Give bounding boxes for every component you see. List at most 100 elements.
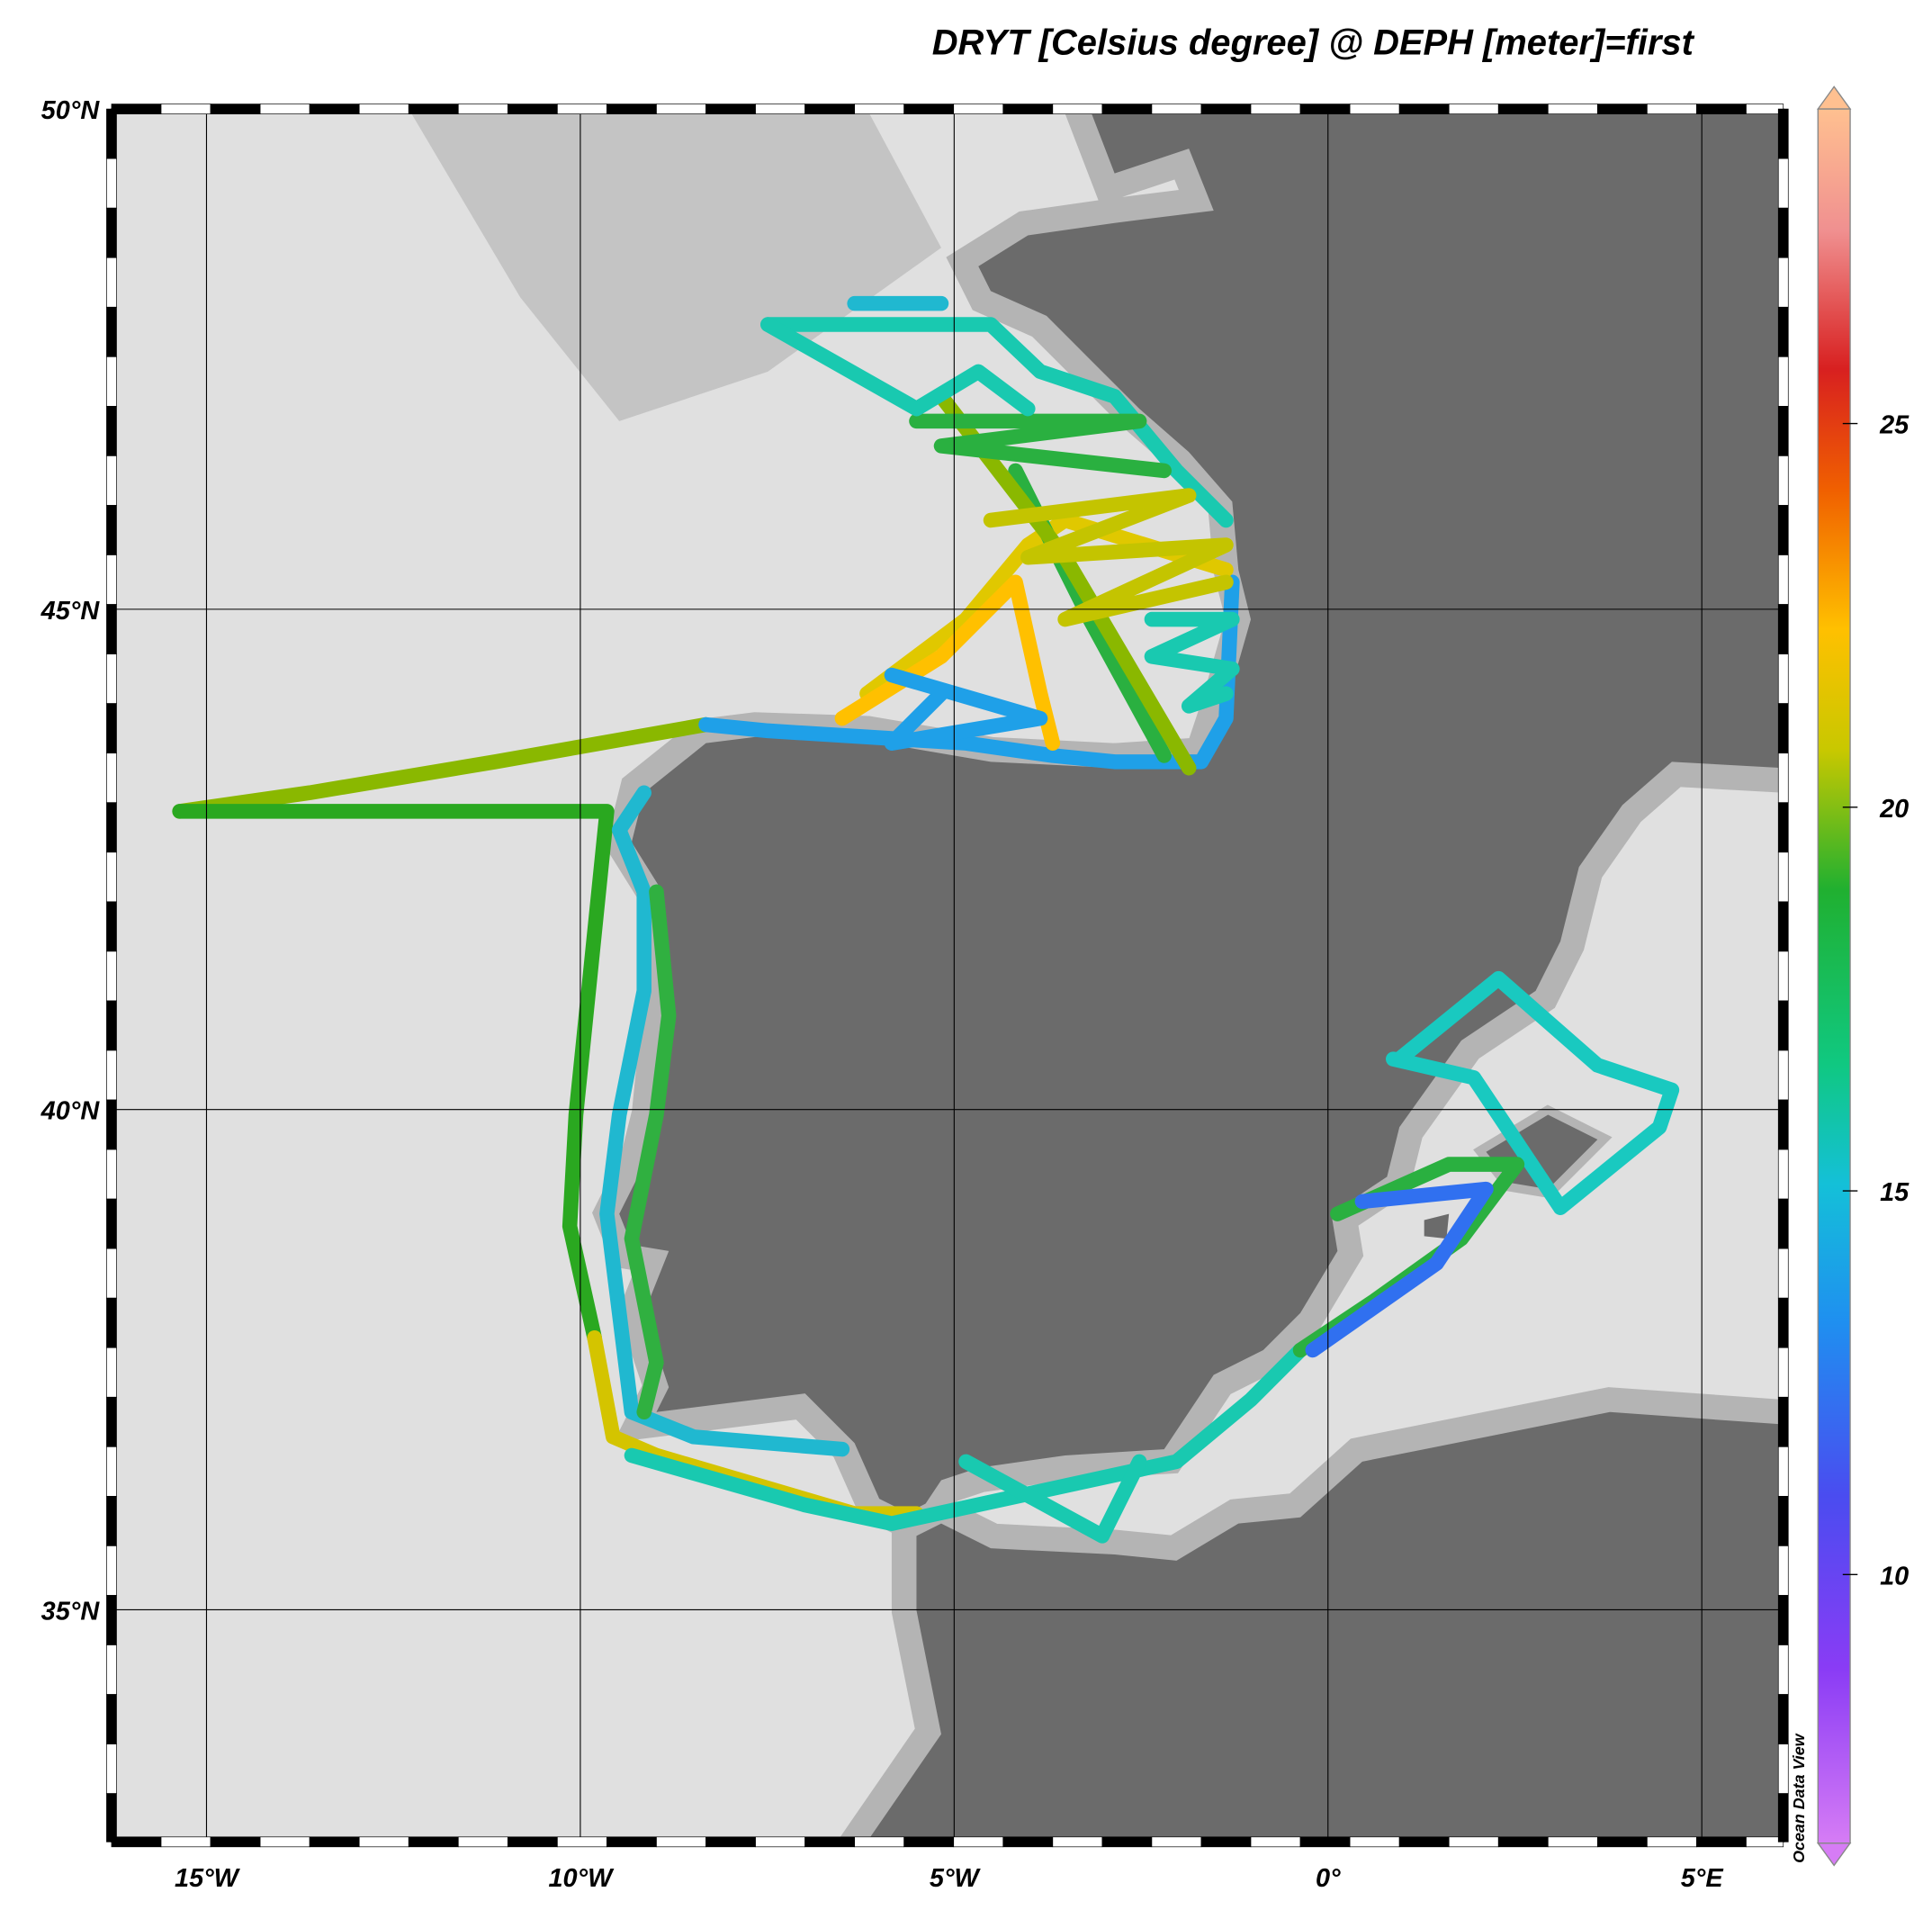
frame-segment xyxy=(1777,1446,1789,1497)
frame-segment xyxy=(1052,1836,1103,1848)
frame-segment xyxy=(1002,104,1054,114)
frame-segment xyxy=(1777,1050,1789,1101)
frame-segment xyxy=(755,1836,805,1848)
frame-scale xyxy=(106,104,1789,1848)
frame-segment xyxy=(106,406,117,456)
frame-segment xyxy=(1777,1347,1789,1398)
frame-segment xyxy=(1052,104,1103,114)
frame-segment xyxy=(106,901,117,952)
frame-segment xyxy=(106,1595,117,1645)
frame-segment xyxy=(1101,104,1153,114)
frame-segment xyxy=(1777,1198,1789,1249)
lat-tick-label: 40°N xyxy=(40,1097,101,1126)
frame-segment xyxy=(507,1836,558,1848)
frame-segment xyxy=(106,1000,117,1051)
frame-segment xyxy=(1777,108,1789,159)
frame-segment xyxy=(106,1694,117,1744)
frame-segment xyxy=(1777,1396,1789,1447)
frame-segment xyxy=(507,104,558,114)
lat-tick-label: 50°N xyxy=(41,96,101,125)
frame-segment xyxy=(106,950,117,1002)
frame-segment xyxy=(1200,1836,1252,1848)
frame-segment xyxy=(1448,104,1499,114)
axis-labels: 15°W 10°W 5°W 0° 5°E 50°N 45°N 40°N 35°N xyxy=(40,96,1724,1893)
frame-segment xyxy=(1647,1836,1697,1848)
frame-segment xyxy=(111,1836,162,1848)
frame-segment xyxy=(1151,1836,1202,1848)
frame-segment xyxy=(804,1836,855,1848)
frame-segment xyxy=(1746,104,1784,114)
frame-segment xyxy=(106,1248,117,1299)
frame-segment xyxy=(1497,104,1549,114)
watermark: Ocean Data View xyxy=(1790,1733,1808,1862)
frame-segment xyxy=(1002,1836,1054,1848)
frame-segment xyxy=(408,1836,459,1848)
frame-segment xyxy=(309,1836,360,1848)
lat-tick-label: 35°N xyxy=(41,1597,101,1626)
frame-segment xyxy=(1200,104,1252,114)
frame-segment xyxy=(1777,703,1789,754)
frame-segment xyxy=(106,207,117,258)
frame-segment xyxy=(705,104,756,114)
frame-segment xyxy=(106,1198,117,1249)
frame-segment xyxy=(1777,1595,1789,1645)
frame-segment xyxy=(408,104,459,114)
frame-segment xyxy=(1777,1297,1789,1348)
frame-segment xyxy=(1777,1496,1789,1546)
frame-segment xyxy=(457,1836,508,1848)
frame-segment xyxy=(1777,455,1789,506)
frame-segment xyxy=(1777,257,1789,308)
frame-segment xyxy=(1696,104,1747,114)
frame-segment xyxy=(1777,752,1789,804)
frame-segment xyxy=(755,104,805,114)
frame-segment xyxy=(1547,1836,1598,1848)
frame-segment xyxy=(106,1644,117,1695)
frame-segment xyxy=(1777,901,1789,952)
frame-segment xyxy=(1101,1836,1153,1848)
frame-segment xyxy=(106,356,117,407)
graticule xyxy=(111,109,1784,1842)
frame-segment xyxy=(1398,104,1450,114)
frame-segment xyxy=(106,752,117,804)
frame-segment xyxy=(1777,1099,1789,1150)
frame-segment xyxy=(607,1836,657,1848)
frame-segment xyxy=(1250,1836,1301,1848)
frame-segment xyxy=(953,104,1004,114)
frame-segment xyxy=(106,1050,117,1101)
frame-segment xyxy=(1777,950,1789,1002)
frame-segment xyxy=(111,104,162,114)
frame-segment xyxy=(160,1836,211,1848)
frame-segment xyxy=(1547,104,1598,114)
frame-segment xyxy=(1696,1836,1747,1848)
frame-segment xyxy=(1777,306,1789,357)
frame-segment xyxy=(457,104,508,114)
frame-segment xyxy=(1777,1644,1789,1695)
frame-segment xyxy=(1777,207,1789,258)
frame-segment xyxy=(1777,406,1789,456)
frame-segment xyxy=(1349,1836,1400,1848)
shelf xyxy=(409,109,941,421)
frame-segment xyxy=(309,104,360,114)
frame-segment xyxy=(106,306,117,357)
frame-segment xyxy=(106,703,117,754)
frame-segment xyxy=(106,802,117,853)
frame-segment xyxy=(1596,1836,1648,1848)
colorbar-tick-label: 10 xyxy=(1880,1562,1909,1590)
colorbar-bar xyxy=(1817,108,1851,1844)
frame-segment xyxy=(1777,1248,1789,1299)
frame-segment xyxy=(106,653,117,704)
lat-tick-label: 45°N xyxy=(40,597,101,626)
colorbar-arrow xyxy=(1816,1842,1852,1867)
frame-segment xyxy=(106,257,117,308)
colorbar-arrow xyxy=(1816,86,1852,110)
frame-segment xyxy=(1151,104,1202,114)
frame-segment xyxy=(1777,554,1789,605)
frame-segment xyxy=(1777,1694,1789,1744)
frame-segment xyxy=(1746,1836,1784,1848)
colorbar-tick-label: 25 xyxy=(1879,411,1910,440)
lon-tick-label: 0° xyxy=(1316,1864,1341,1893)
frame-segment xyxy=(1777,1793,1789,1842)
frame-segment xyxy=(953,1836,1004,1848)
